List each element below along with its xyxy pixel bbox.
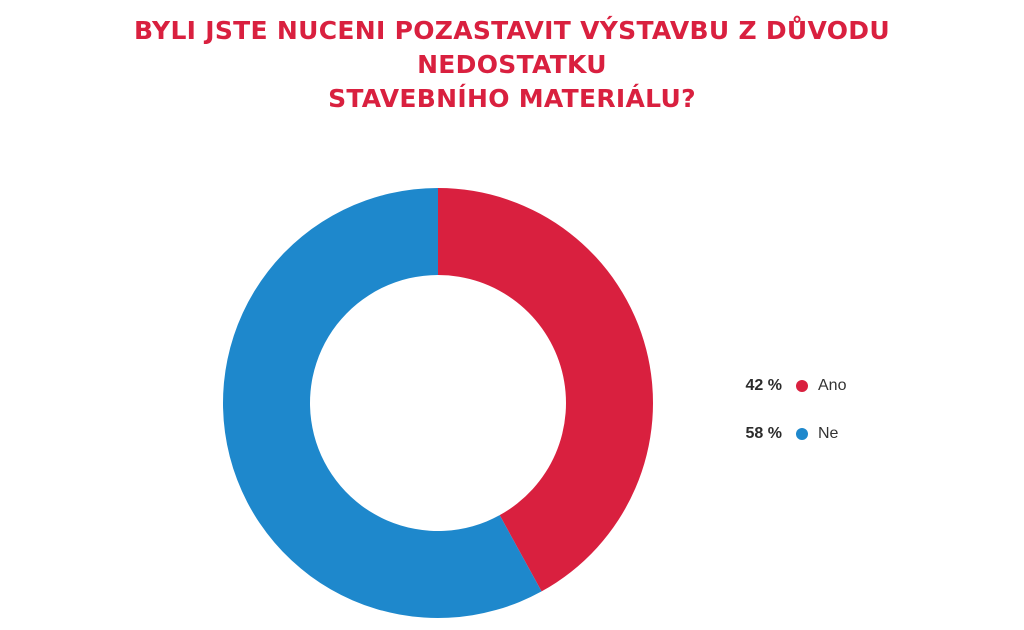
chart-title-line-2: STAVEBNÍHO MATERIÁLU? bbox=[328, 84, 696, 113]
legend-swatch-ano bbox=[796, 380, 808, 392]
legend-label-ano: Ano bbox=[818, 377, 847, 394]
chart-title-line-1: BYLI JSTE NUCENI POZASTAVIT VÝSTAVBU Z D… bbox=[134, 16, 890, 79]
legend-item-ano: 42 % Ano bbox=[700, 372, 847, 400]
legend-value-ne: 58 % bbox=[745, 425, 782, 442]
donut-slice-ne bbox=[222, 188, 542, 619]
legend-swatch-ne bbox=[796, 428, 808, 440]
legend-value-ano: 42 % bbox=[745, 377, 782, 394]
legend-item-ne: 58 % Ne bbox=[700, 420, 846, 448]
chart-title: BYLI JSTE NUCENI POZASTAVIT VÝSTAVBU Z D… bbox=[40, 14, 984, 116]
donut-slice-ano bbox=[438, 188, 653, 592]
chart-legend: 42 % Ano 58 % Ne bbox=[700, 372, 847, 468]
legend-label-ne: Ne bbox=[818, 425, 839, 442]
